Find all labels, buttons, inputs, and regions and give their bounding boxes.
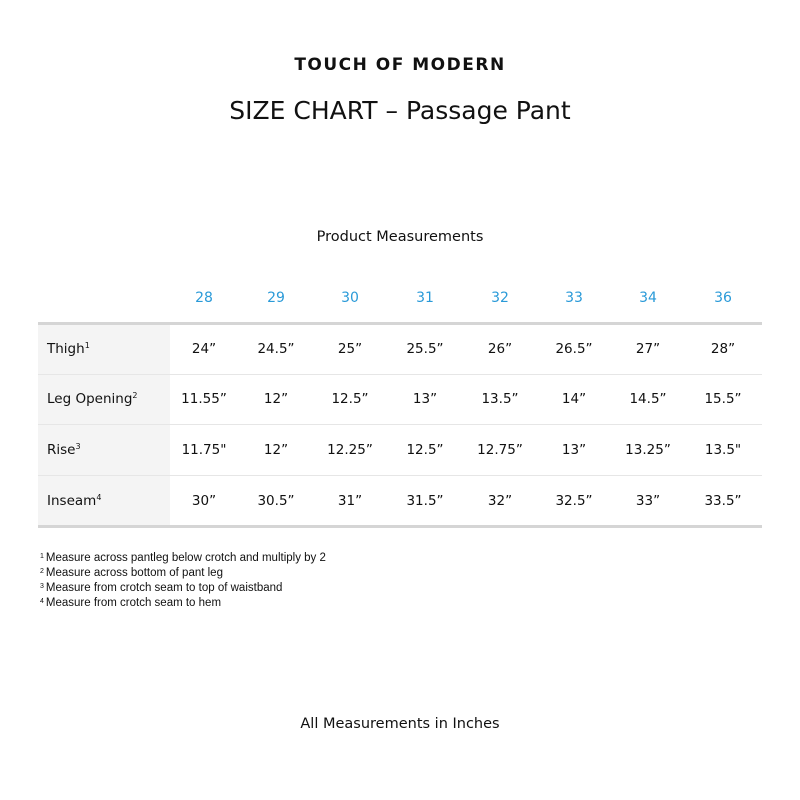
table-cell: 13”: [561, 442, 587, 458]
table-subtitle: Product Measurements: [316, 229, 484, 245]
size-header: 34: [639, 290, 657, 306]
table-cell: 32.5”: [555, 493, 593, 509]
size-header: 28: [195, 290, 213, 306]
footer-note: All Measurements in Inches: [300, 716, 500, 732]
brand-logo: TOUCH OF MODERN: [294, 55, 506, 75]
table-cell: 13”: [412, 391, 438, 407]
row-label-text: Leg Opening: [47, 391, 133, 407]
table-cell: 30”: [191, 493, 217, 509]
table-cell: 30.5”: [257, 493, 295, 509]
row-label: Rise3: [47, 442, 81, 458]
table-cell: 24.5”: [257, 341, 295, 357]
footnote: 1 Measure across pantleg below crotch and…: [40, 550, 326, 565]
size-header: 32: [491, 290, 509, 306]
size-header: 36: [714, 290, 732, 306]
table-cell: 12”: [263, 442, 289, 458]
table-cell: 12”: [263, 391, 289, 407]
footnote: 3 Measure from crotch seam to top of wais…: [40, 580, 326, 595]
table-cell: 12.75”: [477, 442, 523, 458]
page-title: SIZE CHART – Passage Pant: [229, 96, 571, 125]
size-header: 33: [565, 290, 583, 306]
footnote-text: Measure from crotch seam to hem: [45, 597, 222, 609]
table-cell: 26.5”: [555, 341, 593, 357]
footnote-mark: 4: [40, 598, 44, 605]
table-cell: 12.25”: [327, 442, 373, 458]
table-cell: 12.5”: [331, 391, 369, 407]
footnote-text: Measure across bottom of pant leg: [45, 567, 223, 579]
footnote-text: Measure from crotch seam to top of waist…: [45, 582, 283, 594]
table-cell: 13.5”: [481, 391, 519, 407]
row-divider: [38, 424, 762, 425]
table-cell: 14.5”: [629, 391, 667, 407]
size-header: 29: [267, 290, 285, 306]
footnote-marker: 3: [75, 442, 81, 451]
table-cell: 25.5”: [406, 341, 444, 357]
table-cell: 33”: [635, 493, 661, 509]
row-label: Leg Opening2: [47, 391, 137, 407]
table-cell: 31”: [337, 493, 363, 509]
row-divider: [38, 374, 762, 375]
size-header: 30: [341, 290, 359, 306]
footnote-marker: 1: [84, 341, 90, 350]
footnote-marker: 2: [132, 391, 138, 400]
table-cell: 28”: [710, 341, 736, 357]
footnote-mark: 3: [40, 583, 44, 590]
row-label-text: Thigh: [47, 341, 85, 357]
header-divider: [38, 322, 762, 325]
footnote: 4 Measure from crotch seam to hem: [40, 595, 326, 610]
size-table: 28 29 30 31 32 33 34 36 Thigh1 24” 24.5” 25” 25.5” 26…: [38, 280, 762, 528]
row-label-text: Rise: [47, 442, 76, 458]
row-label: Inseam4: [47, 493, 101, 509]
footnote-marker: 4: [96, 493, 102, 502]
footnotes: 1 Measure across pantleg below crotch and…: [40, 550, 326, 610]
label-column-bg: [38, 324, 170, 526]
table-cell: 32”: [487, 493, 513, 509]
table-cell: 31.5”: [406, 493, 444, 509]
table-cell: 14”: [561, 391, 587, 407]
table-cell: 13.25”: [625, 442, 671, 458]
row-label: Thigh1: [47, 341, 90, 357]
table-cell: 11.55”: [181, 391, 227, 407]
row-label-text: Inseam: [47, 493, 97, 509]
footnote-text: Measure across pantleg below crotch and …: [45, 552, 326, 564]
size-header: 31: [416, 290, 434, 306]
footnote-mark: 1: [40, 553, 44, 560]
table-cell: 24”: [191, 341, 217, 357]
table-cell: 26”: [487, 341, 513, 357]
table-cell: 25”: [337, 341, 363, 357]
table-cell: 15.5”: [704, 391, 742, 407]
table-cell: 13.5": [704, 442, 742, 458]
row-divider: [38, 525, 762, 528]
table-cell: 33.5”: [704, 493, 742, 509]
footnote-mark: 2: [40, 568, 44, 575]
table-cell: 11.75": [181, 442, 227, 458]
row-divider: [38, 475, 762, 476]
table-cell: 12.5”: [406, 442, 444, 458]
table-cell: 27”: [635, 341, 661, 357]
footnote: 2 Measure across bottom of pant leg: [40, 565, 326, 580]
